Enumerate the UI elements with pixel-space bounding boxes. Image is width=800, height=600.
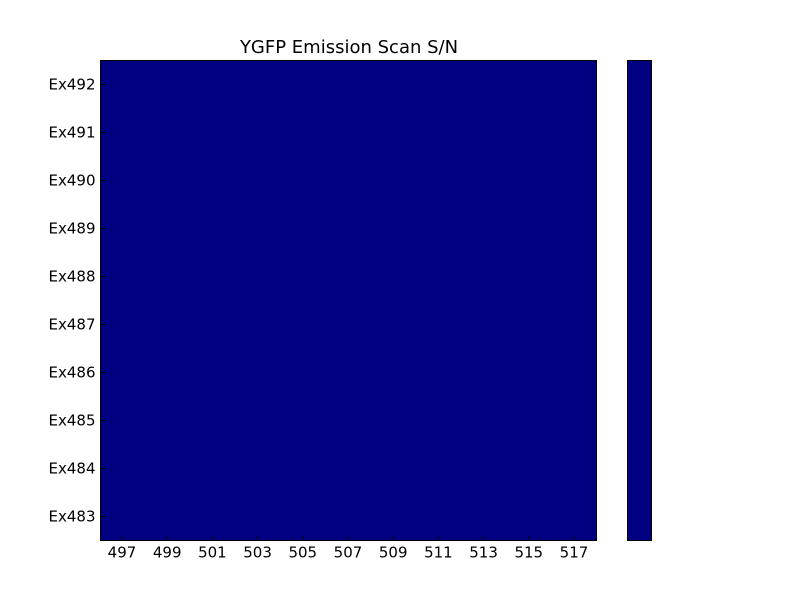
- y-tick-label: Ex487: [49, 316, 96, 334]
- y-tick-label: Ex492: [49, 76, 96, 94]
- y-tick-label: Ex485: [49, 412, 96, 430]
- y-tick-label: Ex491: [49, 124, 96, 142]
- y-tick-label: Ex484: [49, 460, 96, 478]
- colorbar: [627, 60, 652, 541]
- x-tick-label: 507: [334, 544, 363, 562]
- x-tick-label: 499: [153, 544, 182, 562]
- heatmap-area: [100, 60, 597, 541]
- x-tick-label: 503: [243, 544, 272, 562]
- x-tick-label: 515: [514, 544, 543, 562]
- x-tick-label: 511: [424, 544, 453, 562]
- x-tick-label: 509: [379, 544, 408, 562]
- x-axis: 497 499 501 503 505 507 509 511 513 515 517: [108, 535, 589, 562]
- y-tick-label: Ex490: [49, 172, 96, 190]
- x-tick-label: 513: [469, 544, 498, 562]
- x-tick-label: 501: [198, 544, 227, 562]
- y-tick-label: Ex489: [49, 220, 96, 238]
- y-axis: Ex483 Ex484 Ex485 Ex486 Ex487 Ex488 Ex489 Ex490…: [49, 76, 106, 526]
- x-tick-label: 497: [108, 544, 137, 562]
- y-tick-label: Ex486: [49, 364, 96, 382]
- x-tick-label: 517: [560, 544, 589, 562]
- plot-frame: [100, 60, 597, 541]
- x-tick-label: 505: [288, 544, 317, 562]
- chart-title: YGFP Emission Scan S/N: [239, 37, 458, 58]
- y-tick-label: Ex483: [49, 508, 96, 526]
- y-tick-label: Ex488: [49, 268, 96, 286]
